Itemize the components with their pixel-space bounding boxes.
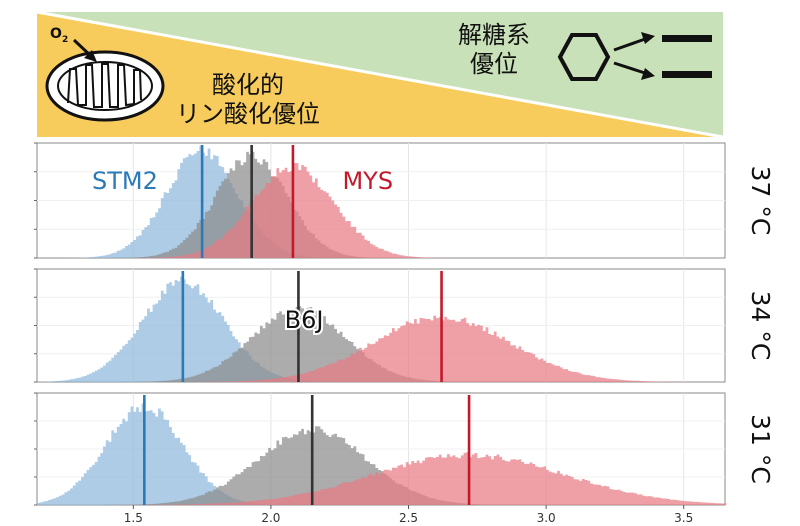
panel-3: 31 °C <box>34 392 775 506</box>
panel-2: B6J 34 °C <box>34 268 775 383</box>
x-tick-label: 2.0 <box>261 511 280 525</box>
histogram-b6j <box>37 151 728 258</box>
left-banner-label-line2: リン酸化優位 <box>176 100 320 128</box>
oxygen-label: O 2 <box>50 26 68 45</box>
series-label-stm2: STM2 <box>92 167 158 195</box>
x-tick-label: 2.5 <box>399 511 418 525</box>
histogram-stm2 <box>37 276 728 382</box>
glucose-hexagon-to-fragments-icon <box>557 32 712 81</box>
x-tick-label: 3.0 <box>537 511 556 525</box>
banner: O 2 酸化的 リン酸化優位 解糖系 優位 <box>36 10 724 139</box>
series-label-mys: MYS <box>342 167 393 195</box>
x-tick-label: 1.5 <box>124 511 143 525</box>
left-banner-label-line1: 酸化的 <box>212 71 284 99</box>
x-tick-label: 3.5 <box>674 511 693 525</box>
svg-text:O: O <box>50 26 62 42</box>
arrow-into-mitochondrion-icon <box>72 38 97 62</box>
banner-divider <box>36 10 724 139</box>
histogram-stm2 <box>37 403 728 505</box>
right-banner-label-line1: 解糖系 <box>458 21 530 49</box>
histogram-panels: STM2 MYS 37 °C B6J 34 °C 31 °C <box>34 142 775 506</box>
temperature-label: 31 °C <box>746 414 775 484</box>
histogram-mys <box>37 452 728 505</box>
svg-text:2: 2 <box>62 35 68 45</box>
right-banner-label-line2: 優位 <box>470 50 518 78</box>
x-axis: 1.5 2.0 2.5 3.0 3.5 <box>124 505 693 525</box>
histogram-mys <box>37 315 728 382</box>
panel-1: STM2 MYS 37 °C <box>34 142 775 259</box>
temperature-label: 37 °C <box>746 166 775 236</box>
temperature-label: 34 °C <box>746 291 775 361</box>
series-label-b6j: B6J <box>285 306 324 334</box>
mitochondrion-icon <box>45 50 165 122</box>
